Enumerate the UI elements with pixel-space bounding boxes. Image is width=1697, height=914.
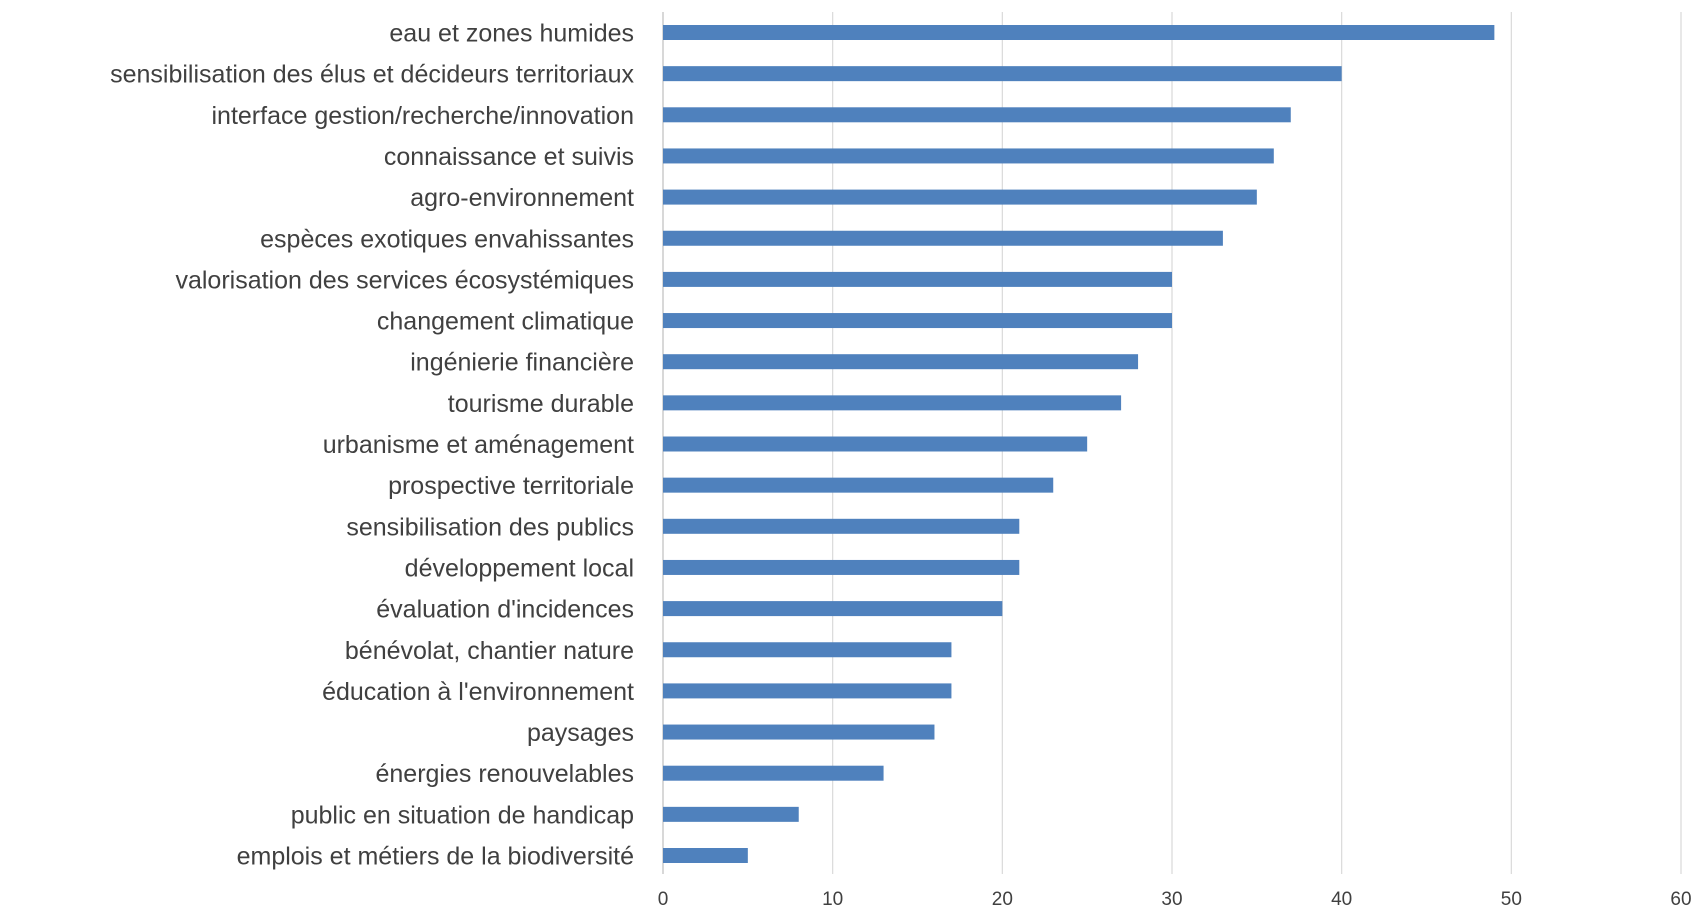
bar [663,683,952,699]
bar [663,395,1122,411]
category-label: sensibilisation des élus et décideurs te… [110,61,634,89]
bar [663,148,1274,164]
x-tick-label: 60 [1670,889,1691,910]
category-label: ingénierie financière [410,349,634,377]
bar [663,559,1020,575]
bar [663,107,1291,123]
category-labels: eau et zones humides sensibilisation des … [110,20,634,871]
category-label: changement climatique [377,308,634,336]
category-label: valorisation des services écosystémiques [175,266,634,294]
bar [663,354,1139,370]
x-tick-label: 0 [658,889,669,910]
bar [663,806,799,822]
x-tick-label: 30 [1161,889,1182,910]
bars [663,25,1495,863]
bar [663,271,1172,287]
bar [663,477,1054,493]
bar [663,66,1342,82]
x-tick-label: 40 [1331,889,1352,910]
x-tick-label: 20 [992,889,1013,910]
x-axis-tick-labels: 0 10 20 30 40 50 60 [658,889,1692,910]
bar [663,189,1257,205]
bar [663,313,1172,329]
category-label: évaluation d'incidences [376,596,634,624]
category-label: connaissance et suivis [384,143,634,171]
category-label: interface gestion/recherche/innovation [212,102,635,130]
category-label: eau et zones humides [389,20,634,48]
category-label: public en situation de handicap [291,801,634,829]
category-label: sensibilisation des publics [346,513,634,541]
x-tick-label: 10 [822,889,843,910]
bar [663,518,1020,534]
category-label: énergies renouvelables [375,760,634,788]
category-label: espèces exotiques envahissantes [260,225,634,253]
bar [663,230,1223,246]
bar [663,848,748,863]
category-label: agro-environnement [410,184,634,212]
bar [663,436,1088,452]
bar [663,601,1003,617]
bar [663,642,952,658]
category-label: bénévolat, chantier nature [345,637,634,665]
category-label: paysages [527,719,634,747]
bar [663,765,884,781]
category-label: urbanisme et aménagement [323,431,634,459]
category-label: développement local [405,554,634,582]
category-label: prospective territoriale [388,472,634,500]
bar [663,25,1495,40]
category-label: emplois et métiers de la biodiversité [237,843,634,871]
x-tick-label: 50 [1501,889,1522,910]
bar [663,724,935,740]
category-label: éducation à l'environnement [322,678,634,706]
category-label: tourisme durable [448,390,634,418]
